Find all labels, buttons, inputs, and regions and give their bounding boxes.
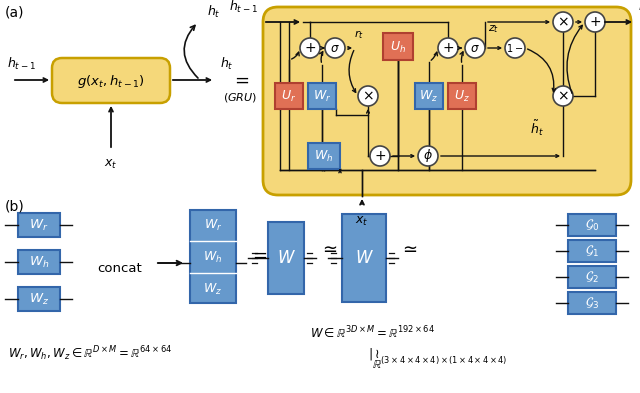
Text: $(GRU)$: $(GRU)$ [223, 90, 257, 103]
Text: $W_r$: $W_r$ [313, 88, 332, 103]
Circle shape [505, 38, 525, 58]
Text: $\times$: $\times$ [362, 89, 374, 103]
Text: concat: concat [98, 261, 142, 274]
Text: $x_t$: $x_t$ [355, 215, 369, 228]
Text: $W_h$: $W_h$ [204, 250, 223, 264]
Text: $h_{t-1}$: $h_{t-1}$ [7, 56, 36, 72]
Text: $h_t$: $h_t$ [638, 0, 640, 15]
Text: $\mathcal{G}_1$: $\mathcal{G}_1$ [585, 243, 599, 259]
Text: $1-$: $1-$ [506, 42, 524, 54]
Circle shape [465, 38, 485, 58]
Text: $h_{t-1}$: $h_{t-1}$ [229, 0, 258, 15]
Text: $U_z$: $U_z$ [454, 88, 470, 103]
Circle shape [370, 146, 390, 166]
Text: $+$: $+$ [304, 41, 316, 55]
Circle shape [325, 38, 345, 58]
Text: $=$: $=$ [230, 71, 250, 89]
Text: $W$: $W$ [355, 249, 374, 267]
Text: $W_r,W_h,W_z\in\mathbb{R}^{D\times M}=\mathbb{R}^{64\times64}$: $W_r,W_h,W_z\in\mathbb{R}^{D\times M}=\m… [8, 344, 172, 363]
Text: $W_z$: $W_z$ [419, 88, 438, 103]
Text: $\mathbb{R}^{(3\times4\times4\times4)\times(1\times4\times4\times4)}$: $\mathbb{R}^{(3\times4\times4\times4)\ti… [372, 356, 508, 372]
Text: $\simeq$: $\simeq$ [319, 239, 337, 257]
Circle shape [438, 38, 458, 58]
Text: $W_r$: $W_r$ [204, 217, 222, 233]
Circle shape [358, 86, 378, 106]
Text: $g(x_t,h_{t-1})$: $g(x_t,h_{t-1})$ [77, 72, 145, 90]
Text: $W_z$: $W_z$ [204, 281, 223, 297]
Text: (a): (a) [5, 5, 24, 19]
Bar [568, 214, 616, 236]
Bar [383, 33, 413, 60]
Circle shape [300, 38, 320, 58]
Text: $\mathcal{G}_3$: $\mathcal{G}_3$ [585, 296, 599, 310]
Text: $\times$: $\times$ [557, 15, 569, 29]
Bar [268, 222, 304, 294]
Text: $U_h$: $U_h$ [390, 39, 406, 55]
Text: $W_h$: $W_h$ [29, 254, 49, 270]
Text: $\tilde{h}_t$: $\tilde{h}_t$ [530, 118, 544, 138]
Circle shape [418, 146, 438, 166]
Text: $z_t$: $z_t$ [488, 23, 499, 35]
Text: $+$: $+$ [442, 41, 454, 55]
Text: $+$: $+$ [589, 15, 601, 29]
Bar [18, 287, 60, 311]
Bar [275, 83, 303, 109]
Text: $|\wr$: $|\wr$ [368, 346, 380, 362]
Text: $\sigma$: $\sigma$ [470, 42, 480, 55]
Bar [568, 266, 616, 288]
Bar [18, 213, 60, 237]
Bar [415, 83, 443, 109]
Text: $W_r$: $W_r$ [29, 217, 49, 233]
Text: $=$: $=$ [249, 246, 268, 264]
Circle shape [585, 12, 605, 32]
Text: $W\in\mathbb{R}^{3D\times M}=\mathbb{R}^{192\times64}$: $W\in\mathbb{R}^{3D\times M}=\mathbb{R}^… [310, 325, 435, 342]
Text: $h_t$: $h_t$ [220, 56, 234, 72]
Circle shape [553, 86, 573, 106]
Text: $U_r$: $U_r$ [282, 88, 296, 103]
Text: $+$: $+$ [374, 149, 386, 163]
Bar [342, 214, 386, 302]
Bar [308, 143, 340, 169]
Circle shape [553, 12, 573, 32]
Text: $\times$: $\times$ [557, 89, 569, 103]
FancyBboxPatch shape [52, 58, 170, 103]
Text: (b): (b) [5, 200, 25, 214]
FancyBboxPatch shape [263, 7, 631, 195]
Bar [308, 83, 336, 109]
Text: $\mathcal{G}_0$: $\mathcal{G}_0$ [585, 217, 599, 233]
Text: $r_t$: $r_t$ [354, 28, 364, 41]
Text: $W$: $W$ [276, 249, 296, 267]
Text: $W_h$: $W_h$ [314, 149, 333, 163]
Bar [568, 240, 616, 262]
Text: $\simeq$: $\simeq$ [399, 239, 417, 257]
Text: $W_z$: $W_z$ [29, 292, 49, 307]
Bar [448, 83, 476, 109]
Bar [190, 210, 236, 303]
Text: $h_t$: $h_t$ [207, 4, 221, 20]
Bar [568, 292, 616, 314]
Text: $\mathcal{G}_2$: $\mathcal{G}_2$ [585, 270, 599, 285]
Text: $x_t$: $x_t$ [104, 158, 118, 171]
Bar [18, 250, 60, 274]
Text: $\sigma$: $\sigma$ [330, 42, 340, 55]
Text: $\phi$: $\phi$ [423, 147, 433, 165]
